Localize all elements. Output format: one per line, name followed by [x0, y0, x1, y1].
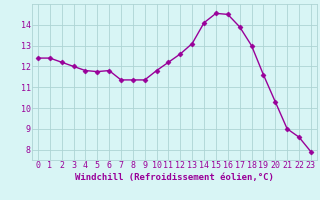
X-axis label: Windchill (Refroidissement éolien,°C): Windchill (Refroidissement éolien,°C): [75, 173, 274, 182]
